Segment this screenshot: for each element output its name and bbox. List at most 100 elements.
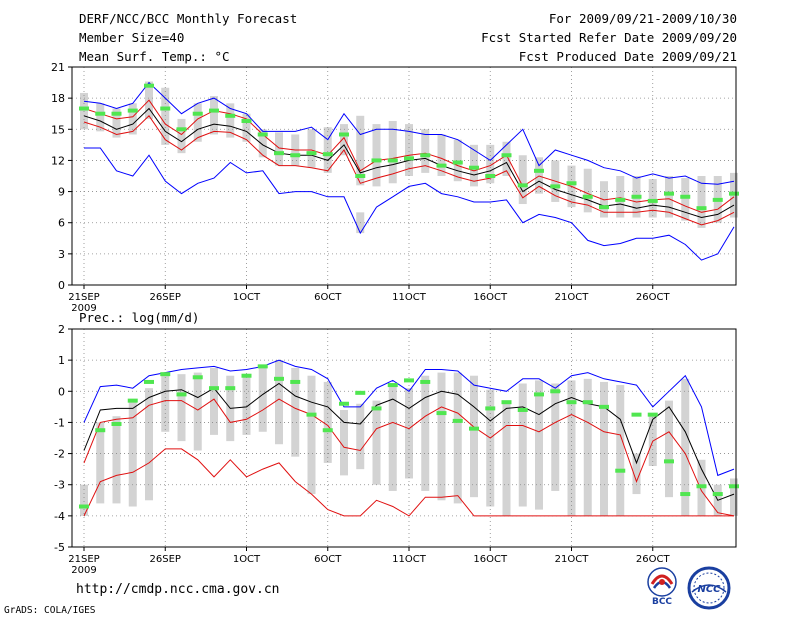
p0-frame: [71, 66, 737, 286]
p1-box: [356, 403, 365, 470]
p1-median-mark: [192, 375, 203, 380]
p1-y-tick-label: -4: [54, 510, 65, 523]
p0-median-mark: [680, 194, 691, 199]
p1-median-mark: [566, 400, 577, 405]
p1-box: [437, 372, 446, 501]
p0-median-mark: [127, 108, 138, 113]
p1-median-mark: [160, 372, 171, 377]
source-url[interactable]: http://cmdp.ncc.cma.gov.cn: [76, 582, 280, 597]
p0-box: [323, 127, 332, 173]
p1-median-mark: [241, 373, 252, 378]
p1-median-mark: [339, 401, 349, 406]
p0-box: [275, 132, 283, 166]
ncc-logo-text: NCC: [697, 584, 721, 595]
p1-box: [210, 367, 218, 435]
p1-x-tick-label: 1OCT: [233, 554, 261, 565]
bcc-logo-icon: BCC: [647, 567, 677, 606]
p0-median-mark: [420, 153, 431, 158]
p0-box: [226, 103, 235, 138]
p1-x-tick-label: 16OCT: [473, 554, 508, 565]
p0-box: [502, 141, 511, 176]
p0-median-mark: [209, 108, 219, 113]
p0-median-mark: [469, 165, 479, 170]
p1-box: [161, 372, 170, 432]
p0-median-mark: [257, 132, 268, 137]
p0-box: [372, 124, 381, 187]
p1-box: [648, 413, 657, 467]
p1-box: [567, 380, 576, 516]
p1-y-tick-label: -1: [54, 416, 65, 429]
p1-box: [730, 478, 738, 516]
p1-median-mark: [452, 418, 463, 423]
p1-median-mark: [257, 364, 268, 369]
forecast-period: For 2009/09/21-2009/10/30: [548, 11, 737, 26]
p1-box: [307, 375, 316, 495]
p1-x-tick-label: 6OCT: [314, 554, 342, 565]
p1-median-mark: [127, 398, 138, 403]
p1-median-mark: [225, 386, 236, 391]
p0-median-mark: [192, 111, 203, 116]
chart-title: DERF/NCC/BCC Monthly Forecast: [79, 11, 298, 26]
p0-median-mark: [696, 206, 707, 211]
p0-median-mark: [712, 197, 723, 202]
p0-median-mark: [615, 197, 626, 202]
p1-median-mark: [290, 379, 301, 384]
p0-median-mark: [582, 194, 593, 199]
p1-median-mark: [306, 412, 317, 417]
p0-y-tick-label: 21: [51, 61, 65, 74]
p1-box: [502, 400, 511, 516]
p0-median-mark: [144, 83, 154, 88]
p1-box: [470, 375, 478, 498]
p0-box: [453, 139, 462, 182]
p0-box: [583, 168, 592, 213]
p0-x-tick-label: 1OCT: [233, 292, 261, 303]
p0-median-mark: [485, 174, 496, 178]
p0-median-mark: [306, 151, 317, 156]
p0-plot-area: [72, 67, 739, 285]
p0-median-mark: [404, 156, 414, 161]
p1-box: [112, 416, 121, 504]
p0-median-mark: [501, 153, 512, 158]
p1-box: [177, 374, 186, 442]
p0-median-mark: [290, 153, 301, 158]
p0-series-max: [83, 81, 735, 185]
p1-box: [340, 409, 348, 476]
p0-box: [307, 129, 316, 168]
p1-median-mark: [111, 421, 122, 426]
p1-median-mark: [501, 400, 512, 405]
p1-median-mark: [712, 492, 723, 497]
p1-box: [681, 378, 690, 516]
p1-box: [96, 422, 105, 504]
p1-y-tick-label: 0: [58, 385, 65, 398]
p1-median-mark: [615, 468, 626, 473]
p0-y-tick-label: 18: [51, 92, 65, 105]
p0-series-mean: [83, 107, 735, 219]
p1-box: [486, 389, 495, 507]
p1-x-year-label: 2009: [71, 565, 96, 576]
p0-median-mark: [599, 205, 609, 210]
p1-median-mark: [387, 383, 398, 388]
p1-series-max: [83, 359, 735, 477]
p1-median-mark: [95, 428, 106, 433]
p0-x-tick-label: 21SEP: [68, 292, 99, 303]
p0-x-tick-label: 16OCT: [473, 292, 508, 303]
p0-x-year-label: 2009: [71, 303, 96, 314]
p0-median-mark: [371, 158, 382, 163]
p1-box: [453, 372, 462, 504]
p0-y-tick-label: 6: [58, 217, 65, 230]
p1-box: [291, 367, 300, 457]
p1-box: [600, 381, 608, 516]
p1-box: [518, 383, 527, 507]
precip-variable-label: Prec.: log(mm/d): [79, 310, 200, 325]
p1-median-mark: [209, 386, 219, 391]
p1-box: [145, 388, 153, 501]
p1-x-tick-label: 21OCT: [555, 554, 590, 565]
p1-median-mark: [322, 428, 333, 433]
p0-median-mark: [274, 151, 284, 156]
p1-box: [421, 375, 430, 491]
p0-y-tick-label: 9: [58, 186, 65, 199]
p1-box: [372, 400, 381, 485]
p0-box: [128, 103, 137, 135]
p0-box: [648, 179, 657, 218]
p1-median-mark: [485, 406, 496, 411]
